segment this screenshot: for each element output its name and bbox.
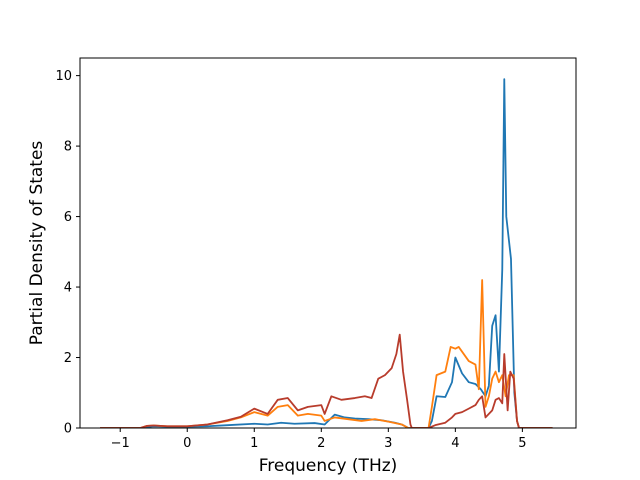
series-line-1: [100, 78, 553, 428]
series-line-3: [100, 333, 553, 428]
x-ticks: −1 0 1 2 3 4 5: [111, 428, 527, 451]
x-tick-label: −1: [111, 436, 130, 451]
y-tick-label: 10: [55, 69, 72, 84]
series-layer: [100, 78, 553, 428]
y-tick-label: 4: [64, 281, 72, 296]
y-tick-label: 2: [64, 351, 72, 366]
x-axis-label: Frequency (THz): [259, 456, 398, 476]
y-ticks: 0 2 4 6 8 10: [55, 69, 80, 437]
x-tick-label: 4: [451, 436, 459, 451]
y-tick-label: 6: [64, 210, 72, 225]
y-tick-label: 0: [64, 422, 72, 437]
x-tick-label: 3: [384, 436, 392, 451]
plot-frame: [79, 57, 577, 429]
x-tick-label: 5: [518, 436, 526, 451]
series-line-2: [100, 279, 553, 428]
x-tick-label: 0: [183, 436, 191, 451]
y-tick-label: 8: [64, 140, 72, 155]
x-tick-label: 1: [250, 436, 258, 451]
x-tick-label: 2: [317, 436, 325, 451]
y-axis-label: Partial Density of States: [27, 141, 47, 346]
